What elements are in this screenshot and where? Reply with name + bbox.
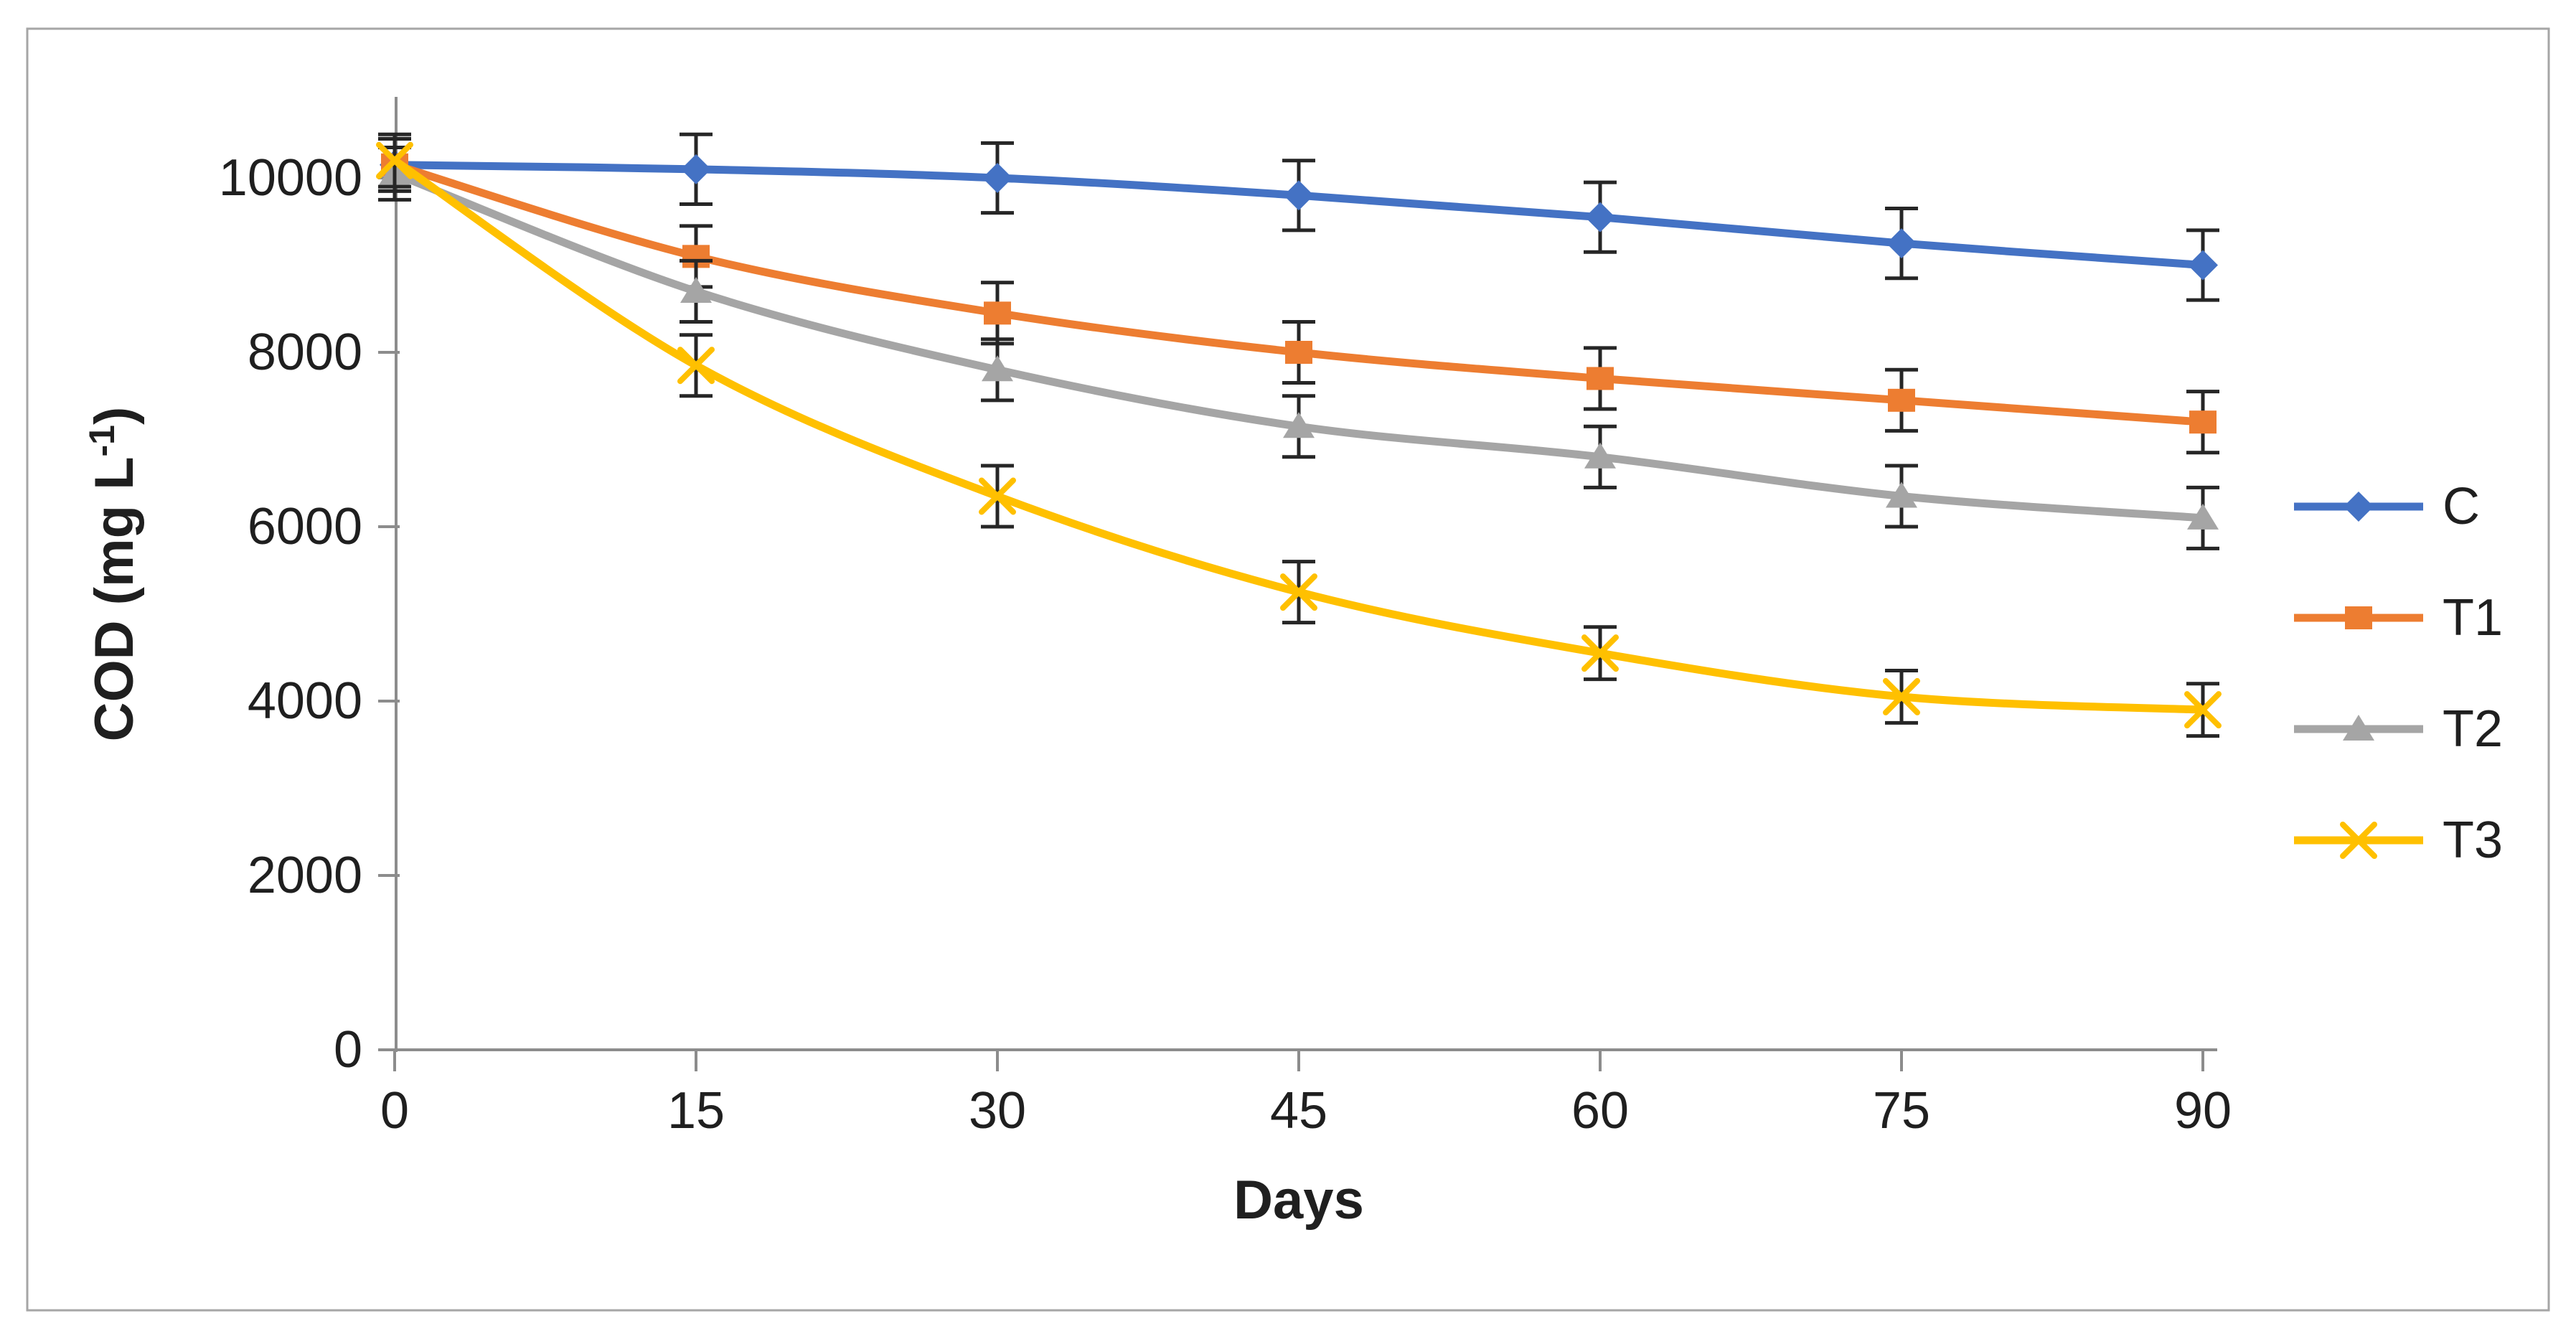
series-T2-triangle-marker [1886, 481, 1917, 508]
legend-label-T3: T3 [2443, 812, 2503, 869]
series-T1-square-marker [2189, 410, 2217, 434]
series-T2-triangle-marker [1584, 442, 1616, 469]
legend-label-T2: T2 [2443, 700, 2503, 758]
series-T2-triangle-marker [680, 276, 712, 303]
series-C-diamond-marker [1284, 180, 1314, 211]
y-tick-label: 0 [334, 1021, 362, 1079]
series-T3-x-marker [1280, 573, 1317, 611]
series-T2-triangle-marker [1283, 412, 1315, 438]
legend-T3-x-marker [2340, 822, 2377, 859]
series-T1-square-marker [1888, 388, 1915, 412]
y-tick-label: 10000 [219, 149, 362, 207]
legend-label-C: C [2443, 478, 2480, 535]
series-T3-x-marker [979, 477, 1016, 515]
series-C-diamond-marker [2188, 250, 2218, 281]
x-tick-label: 45 [1270, 1082, 1327, 1140]
x-tick-label: 75 [1873, 1082, 1930, 1140]
series-T3-x-marker [2184, 691, 2222, 729]
y-tick-label: 4000 [248, 672, 362, 730]
series-T3-x-marker [1883, 677, 1920, 715]
series-C-diamond-marker [1585, 202, 1615, 232]
series-T2-triangle-marker [2187, 503, 2219, 530]
y-axis-title: COD (mg L-1) [82, 407, 145, 742]
legend-T2-triangle-marker [2343, 715, 2374, 741]
series-T1-square-marker [1285, 341, 1312, 364]
x-tick-label: 0 [380, 1082, 409, 1140]
series-C-diamond-marker [982, 163, 1012, 193]
legend-T1-square-marker [2345, 606, 2372, 629]
y-tick-label: 2000 [248, 847, 362, 904]
figure-border [26, 27, 2550, 1312]
legend-C-diamond-marker [2344, 492, 2374, 522]
x-tick-label: 30 [969, 1082, 1026, 1140]
series-T3-x-marker [376, 141, 413, 179]
y-tick-label: 6000 [248, 498, 362, 555]
x-tick-label: 90 [2174, 1082, 2232, 1140]
series-T1-square-marker [1587, 367, 1614, 390]
series-T2-triangle-marker [982, 355, 1013, 382]
x-tick-label: 15 [667, 1082, 725, 1140]
series-T3-x-marker [1581, 634, 1619, 672]
series-C-diamond-marker [1886, 228, 1917, 259]
legend-label-T1: T1 [2443, 589, 2503, 647]
x-axis-title: Days [1233, 1170, 1364, 1231]
y-tick-label: 8000 [248, 324, 362, 381]
x-tick-label: 60 [1571, 1082, 1629, 1140]
series-T1-square-marker [984, 301, 1011, 325]
series-C-diamond-marker [681, 154, 711, 184]
series-T3-x-marker [677, 347, 715, 385]
